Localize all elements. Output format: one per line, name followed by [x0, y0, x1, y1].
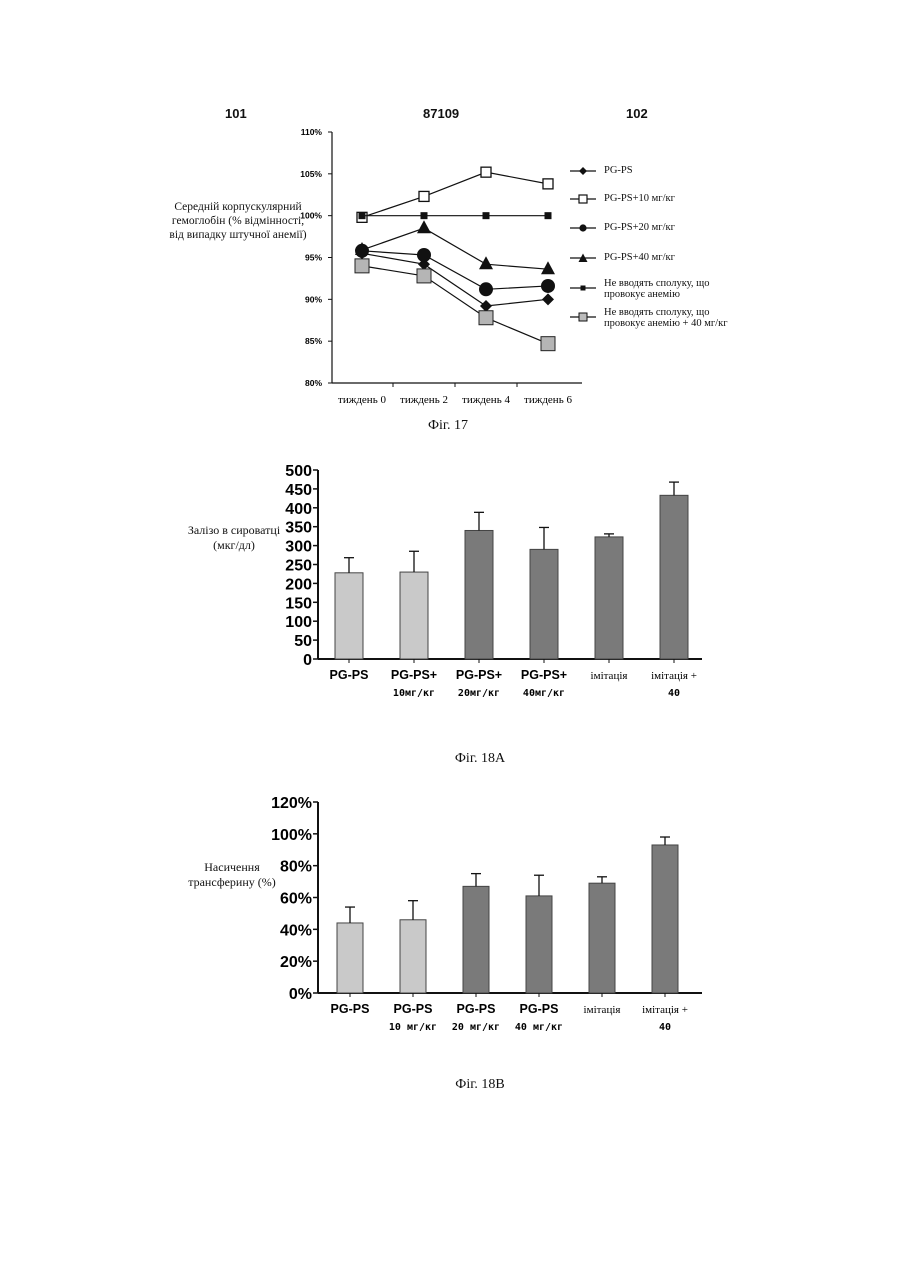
x-tick-label: імітація +: [642, 1004, 688, 1016]
x-tick-label: PG-PS: [394, 1002, 433, 1016]
bar: [652, 845, 678, 993]
x-tick-label: імітація: [584, 1004, 621, 1016]
y-tick-label: 0%: [289, 986, 312, 1003]
x-tick-label-line2: 40: [659, 1022, 671, 1033]
bar: [337, 923, 363, 993]
x-tick-label-line2: 40 мг/кг: [515, 1022, 563, 1033]
y-tick-label: 100%: [271, 827, 312, 844]
y-tick-label: 20%: [280, 954, 312, 971]
y-tick-label: 120%: [271, 795, 312, 812]
x-tick-label-line2: 10 мг/кг: [389, 1022, 437, 1033]
x-tick-label: PG-PS: [520, 1002, 559, 1016]
x-tick-label: PG-PS: [457, 1002, 496, 1016]
y-tick-label: 60%: [280, 891, 312, 908]
y-tick-label: 40%: [280, 922, 312, 939]
fig18b-caption: Фіг. 18B: [380, 1077, 580, 1093]
bar: [400, 920, 426, 993]
x-tick-label-line2: 20 мг/кг: [452, 1022, 500, 1033]
y-tick-label: 80%: [280, 859, 312, 876]
bar: [526, 896, 552, 993]
bar: [589, 883, 615, 993]
x-tick-label: PG-PS: [331, 1002, 370, 1016]
bar: [463, 886, 489, 993]
